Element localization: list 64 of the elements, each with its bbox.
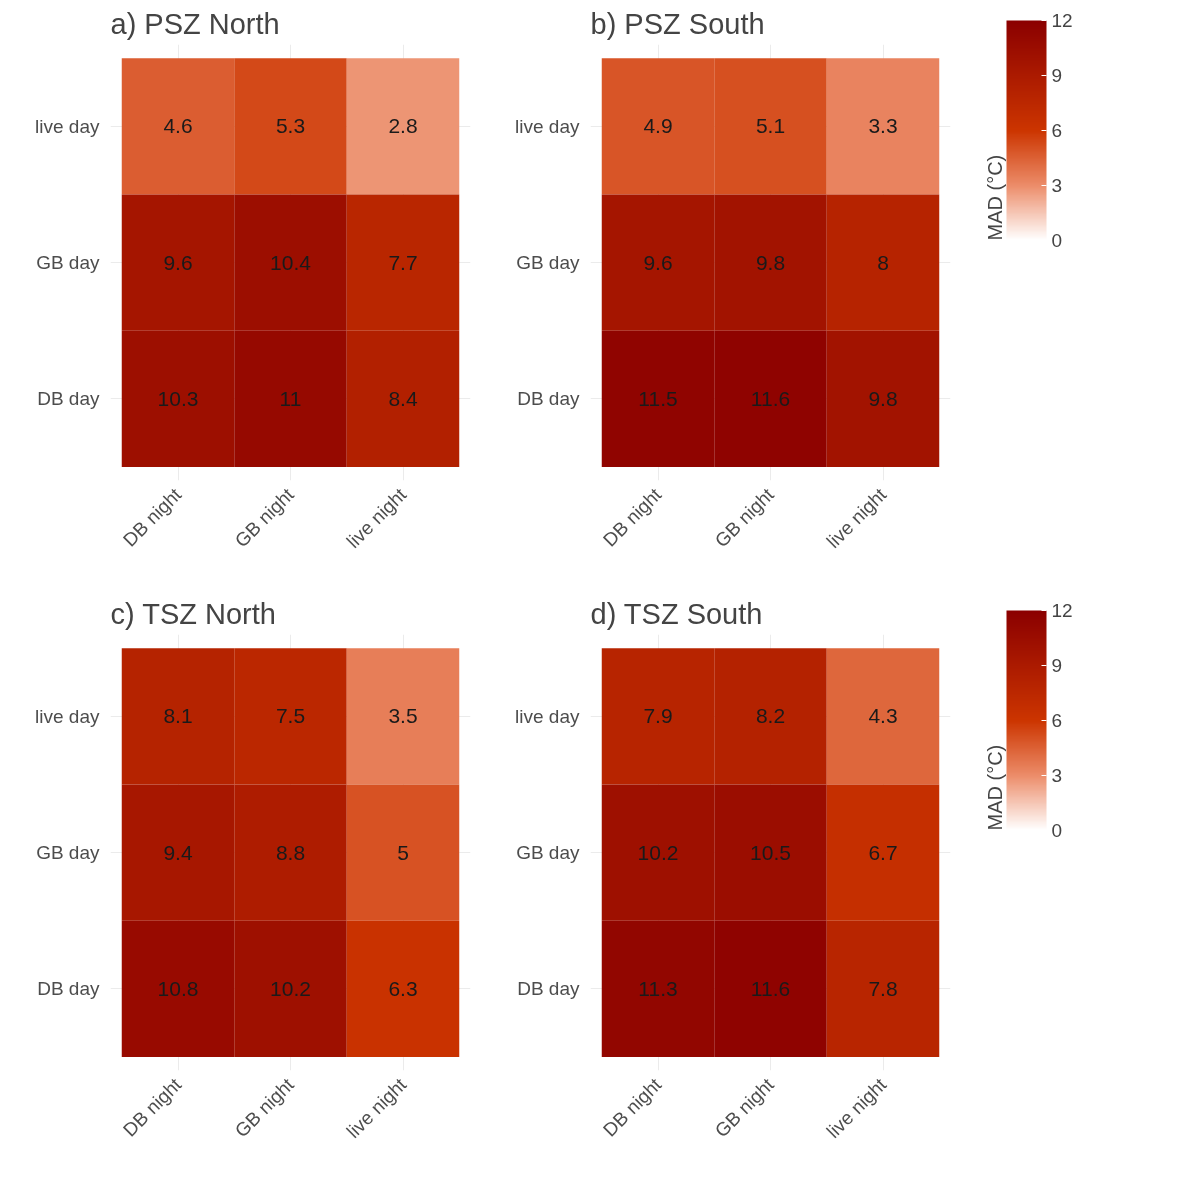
y-tick-label: DB day [37,978,100,1000]
data-label: 8.8 [275,840,306,864]
data-label: 8 [877,250,889,274]
data-label: 5.3 [275,114,306,138]
data-label: 3.3 [868,114,898,138]
data-label: 8.1 [163,704,193,728]
color-bar-label: 6 [1051,710,1063,731]
data-label: 10.2 [637,840,679,864]
data-label: 7.5 [275,704,306,728]
color-bar-label: 9 [1051,655,1063,676]
data-label: 10.8 [157,976,199,1000]
color-bar-label: 3 [1051,175,1063,196]
data-label: 9.4 [163,840,193,864]
data-label: 8.2 [755,704,786,728]
data-label: 8.4 [388,386,418,410]
y-tick-label: live day [515,115,580,137]
color-bar-label: 3 [1051,765,1063,786]
data-label: 4.6 [163,114,193,138]
data-label: 10.4 [270,250,312,274]
data-label: 9.8 [868,386,898,410]
data-label: 7.8 [868,976,898,1000]
color-bar-label: 6 [1051,120,1063,141]
data-label: 11 [279,386,302,410]
data-label: 11.5 [638,386,678,410]
data-label: 10.3 [157,386,199,410]
chart-title: d) TSZ South [590,597,763,630]
color-bar-title: MAD (°C) [983,744,1006,831]
data-label: 2.8 [388,114,418,138]
y-tick-label: GB day [36,252,100,273]
data-label: 11.3 [638,976,678,1000]
data-label: 9.6 [643,250,673,274]
data-label: 6.7 [868,840,898,864]
data-label: 7.7 [388,250,418,274]
data-label: 11.6 [750,386,791,410]
data-label: 10.2 [270,976,311,1000]
y-tick-label: GB day [516,842,580,863]
data-label: 7.9 [643,704,673,728]
color-bar-title: MAD (°C) [983,154,1006,241]
data-label: 6.3 [388,976,418,1000]
data-label: 3.5 [388,704,418,728]
data-label: 9.6 [163,250,193,274]
data-label: 4.9 [643,114,673,138]
y-tick-label: live day [35,705,100,727]
data-label: 9.8 [755,250,786,274]
y-tick-label: DB day [37,388,100,410]
chart-title: b) PSZ South [590,7,765,40]
y-tick-label: live day [515,705,580,727]
y-tick-label: DB day [517,978,580,1000]
color-bar-label: 12 [1051,600,1073,621]
data-label: 5.1 [755,114,786,138]
data-label: 4.3 [868,704,898,728]
data-label: 5 [397,840,409,864]
y-tick-label: DB day [517,388,580,410]
data-label: 10.5 [750,840,791,864]
chart-title: c) TSZ North [110,597,276,630]
y-tick-label: live day [35,115,100,137]
color-bar-label: 0 [1051,820,1063,841]
y-tick-label: GB day [36,842,100,863]
chart-title: a) PSZ North [110,7,280,40]
color-bar-label: 0 [1051,230,1063,251]
y-tick-label: GB day [516,252,580,273]
color-bar-label: 9 [1051,65,1063,86]
data-label: 11.6 [750,976,791,1000]
color-bar-label: 12 [1051,10,1073,31]
